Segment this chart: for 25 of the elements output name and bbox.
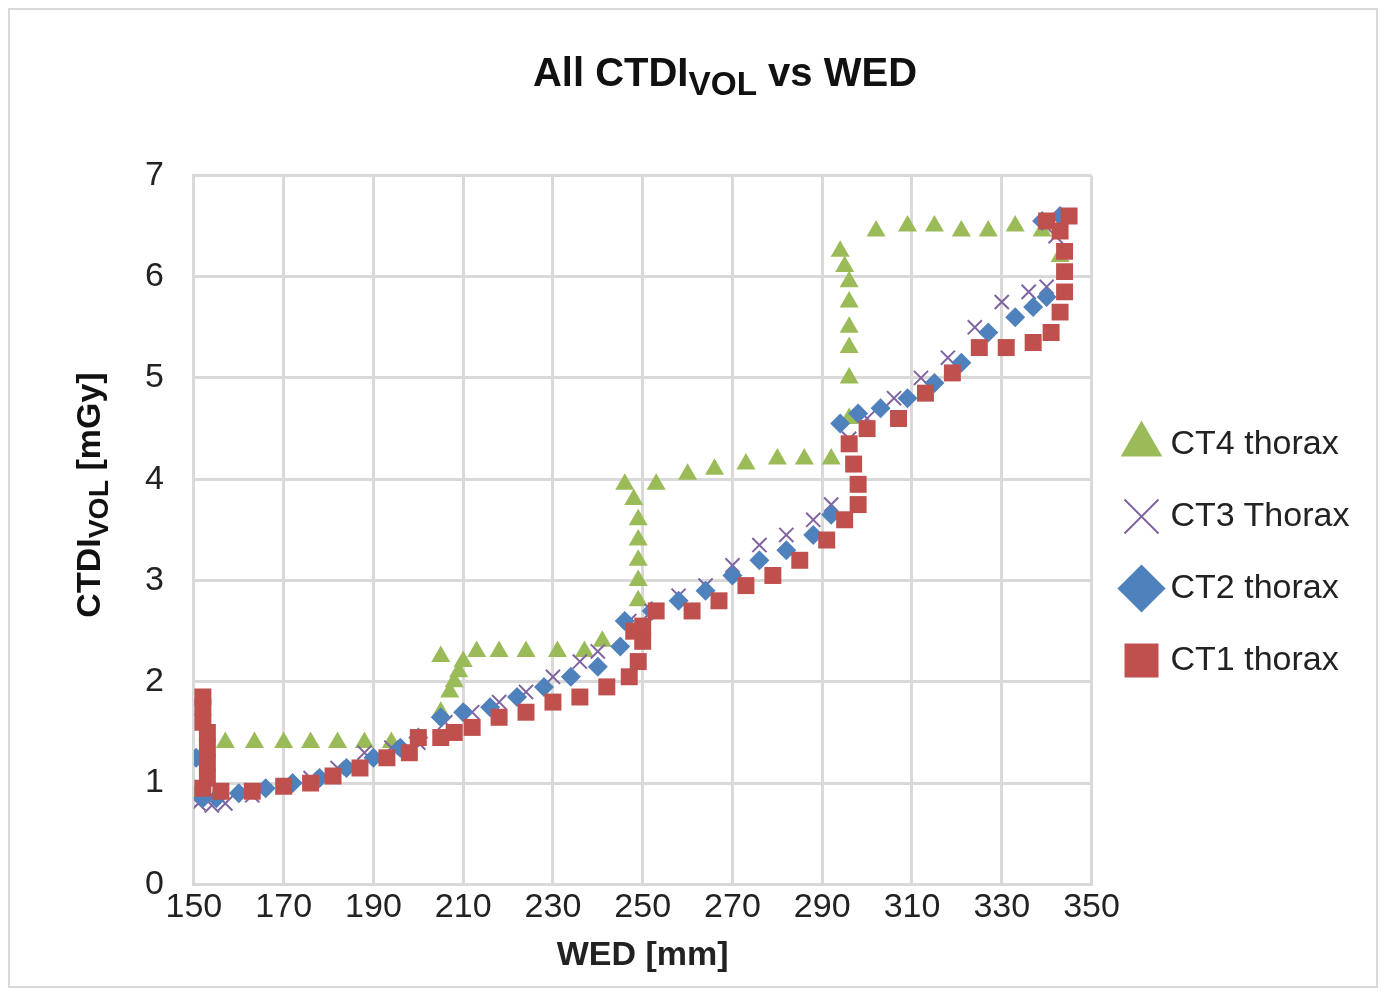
y-tick-label: 1: [144, 761, 164, 800]
y-tick-label: 7: [144, 153, 164, 192]
x-tick-label: 150: [165, 886, 223, 925]
y-tick-label: 5: [144, 356, 164, 395]
legend-label: CT2 thorax: [1170, 566, 1339, 605]
chart-title: All CTDI$_{VOL}$ vs WED: [531, 50, 919, 103]
legend-label: CT4 thorax: [1170, 422, 1339, 461]
x-tick-label: 230: [524, 886, 582, 925]
x-tick-label: 210: [434, 886, 492, 925]
x-tick-label: 330: [973, 886, 1031, 925]
x-tick-label: 310: [883, 886, 941, 925]
x-tick-label: 290: [793, 886, 851, 925]
y-tick-label: 0: [144, 862, 164, 901]
x-tick-label: 170: [255, 886, 313, 925]
y-tick-label: 6: [144, 255, 164, 294]
y-tick-label: 2: [144, 660, 164, 699]
y-tick-label: 4: [144, 457, 164, 496]
x-tick-label: 350: [1063, 886, 1120, 925]
x-tick-label: 250: [614, 886, 672, 925]
legend-label: CT3 Thorax: [1170, 494, 1350, 533]
y-tick-label: 3: [144, 558, 164, 597]
x-axis-title: WED [mm]: [556, 933, 729, 972]
x-tick-label: 190: [345, 886, 402, 925]
legend-label: CT1 thorax: [1170, 638, 1339, 677]
x-tick-label: 270: [704, 886, 761, 925]
